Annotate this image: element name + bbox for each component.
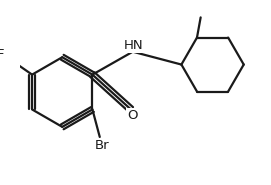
Text: O: O — [127, 109, 138, 122]
Text: F: F — [0, 48, 4, 61]
Text: Br: Br — [95, 139, 110, 152]
Text: HN: HN — [124, 39, 143, 52]
